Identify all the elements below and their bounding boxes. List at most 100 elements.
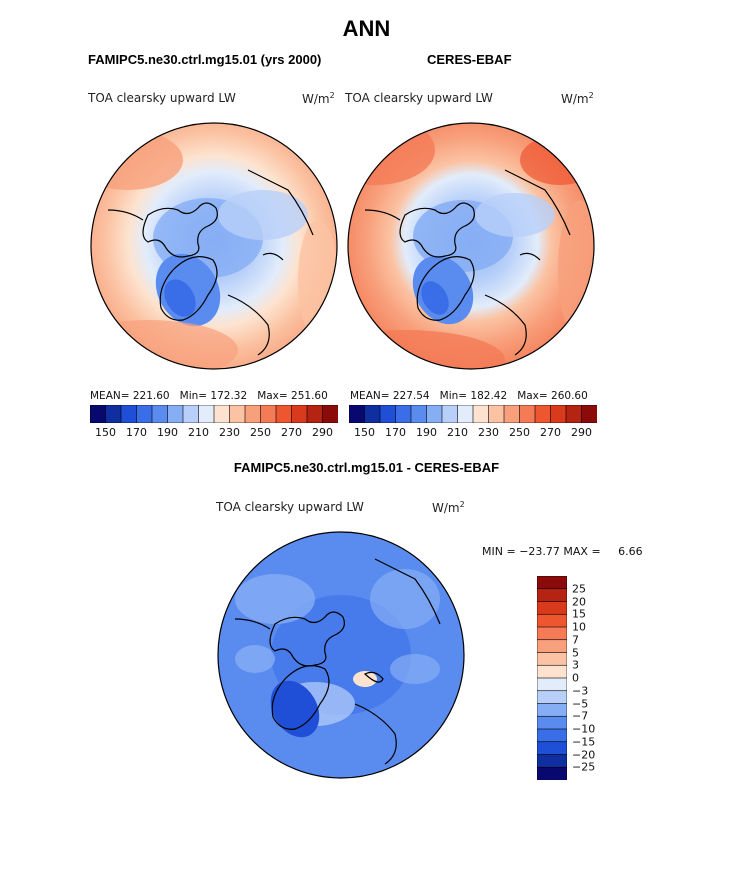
diff-polar-map: [217, 531, 465, 779]
panel2-colorbar: [348, 404, 598, 424]
panel2-polar-map: [347, 122, 595, 370]
diff-colorbar-tick-label: 0: [572, 671, 579, 685]
panel2-colorbar-tick-label: 170: [385, 426, 406, 439]
panel1-colorbar-tick-label: 150: [95, 426, 116, 439]
diff-colorbar-tick-label: 15: [572, 607, 586, 621]
diff-colorbar-tick-label: −7: [572, 709, 589, 723]
panel2-colorbar-swatch: [457, 404, 474, 424]
diff-title: FAMIPC5.ne30.ctrl.mg15.01 - CERES-EBAF: [233, 460, 500, 475]
panel1-title: FAMIPC5.ne30.ctrl.mg15.01 (yrs 2000): [88, 52, 322, 67]
panel2-colorbar-swatch: [565, 404, 583, 424]
diff-colorbar-swatch: [536, 601, 568, 615]
panel1-colorbar-swatch: [291, 404, 308, 424]
panel1-colorbar-swatch: [198, 404, 215, 424]
panel2-colorbar-swatch: [550, 404, 567, 424]
diff-colorbar-swatch: [536, 639, 568, 654]
diff-colorbar-tick-label: −3: [572, 684, 589, 698]
panel1-colorbar-tick-label: 230: [219, 426, 240, 439]
panel1-colorbar-tick-label: 210: [188, 426, 209, 439]
diff-colorbar-swatch: [536, 575, 568, 590]
panel1-unit: W/m2: [302, 91, 335, 106]
diff-colorbar-tick-label: 25: [572, 582, 586, 596]
panel2-colorbar-tick-label: 270: [540, 426, 561, 439]
panel2-colorbar-swatch: [410, 404, 428, 424]
diff-colorbar-swatch: [536, 652, 568, 666]
diff-colorbar-tick-label: 20: [572, 595, 586, 608]
diff-colorbar-tick-label: −10: [572, 722, 596, 736]
diff-colorbar-tick-label: −15: [572, 735, 596, 749]
panel1-colorbar-swatch: [306, 404, 324, 424]
diff-unit: W/m2: [432, 500, 465, 515]
panel2-colorbar-swatch: [364, 404, 381, 424]
panel1-colorbar-ticks: 150 170 190 210 230 250 270 290: [90, 426, 338, 440]
panel2-colorbar-swatch: [519, 404, 536, 424]
diff-colorbar-tick-label: 5: [572, 646, 579, 659]
panel2-title: CERES-EBAF: [427, 52, 512, 67]
panel1-field-label: TOA clearsky upward LW: [88, 91, 236, 105]
figure-title: ANN: [342, 16, 391, 41]
panel1-colorbar-swatch: [151, 404, 169, 424]
panel1-colorbar-swatch: [275, 404, 293, 424]
diff-colorbar-tick-label: 10: [572, 620, 586, 634]
diff-colorbar-swatch: [536, 728, 568, 743]
diff-colorbar: [536, 575, 568, 781]
diff-colorbar-swatch: [536, 664, 568, 679]
panel1-colorbar-swatch: [120, 404, 138, 424]
panel2-colorbar-swatch: [472, 404, 490, 424]
diff-colorbar-swatch: [536, 677, 568, 692]
panel1-colorbar-swatch: [244, 404, 262, 424]
panel1-colorbar-swatch: [260, 404, 277, 424]
panel2-colorbar-swatch: [395, 404, 412, 424]
panel1-colorbar-swatch: [105, 404, 122, 424]
panel2-colorbar-swatch: [379, 404, 397, 424]
panel2-field-label: TOA clearsky upward LW: [345, 91, 493, 105]
diff-colorbar-tick-label: −5: [572, 697, 589, 710]
panel1-colorbar-tick-label: 270: [281, 426, 302, 439]
diff-colorbar-swatch: [536, 741, 568, 756]
diff-colorbar-swatch: [536, 626, 568, 641]
diff-colorbar-swatch: [536, 715, 568, 730]
panel1-colorbar-swatch: [213, 404, 231, 424]
panel2-colorbar-ticks: 150 170 190 210 230 250 270 290: [349, 426, 597, 440]
panel2-colorbar-tick-label: 190: [416, 426, 437, 439]
panel2-colorbar-tick-label: 290: [571, 426, 592, 439]
panel2-colorbar-tick-label: 230: [478, 426, 499, 439]
panel2-colorbar-swatch: [426, 404, 443, 424]
diff-colorbar-swatch: [536, 766, 568, 781]
panel1-colorbar-swatch: [182, 404, 200, 424]
diff-colorbar-swatch: [536, 754, 568, 768]
panel1-colorbar-tick-label: 170: [126, 426, 147, 439]
panel1-colorbar: [89, 404, 339, 424]
diff-colorbar-tick-label: 3: [572, 658, 579, 672]
diff-colorbar-swatch: [536, 613, 568, 628]
panel1-colorbar-swatch: [136, 404, 153, 424]
panel2-colorbar-swatch: [503, 404, 521, 424]
panel1-stats: MEAN= 221.60 Min= 172.32 Max= 251.60: [90, 390, 328, 402]
panel2-colorbar-swatch: [581, 404, 598, 424]
diff-colorbar-swatch: [536, 690, 568, 705]
panel1-colorbar-swatch: [167, 404, 184, 424]
panel2-colorbar-tick-label: 250: [509, 426, 530, 439]
panel1-colorbar-tick-label: 290: [312, 426, 333, 439]
panel2-colorbar-swatch: [534, 404, 552, 424]
panel2-colorbar-swatch: [441, 404, 459, 424]
panel2-colorbar-tick-label: 150: [354, 426, 375, 439]
panel2-unit: W/m2: [561, 91, 594, 106]
diff-colorbar-tick-label: −25: [572, 760, 596, 774]
panel1-colorbar-tick-label: 250: [250, 426, 271, 439]
diff-field-label: TOA clearsky upward LW: [216, 500, 364, 514]
panel2-colorbar-swatch: [488, 404, 505, 424]
panel2-colorbar-tick-label: 210: [447, 426, 468, 439]
panel1-colorbar-swatch: [89, 404, 107, 424]
panel2-colorbar-swatch: [348, 404, 366, 424]
panel1-colorbar-tick-label: 190: [157, 426, 178, 439]
panel1-colorbar-swatch: [229, 404, 246, 424]
panel1-polar-map: [90, 122, 338, 370]
panel2-stats: MEAN= 227.54 Min= 182.42 Max= 260.60: [350, 390, 588, 402]
diff-colorbar-swatch: [536, 703, 568, 717]
diff-colorbar-tick-label: 7: [572, 633, 579, 647]
diff-min-max: MIN = −23.77 MAX = 6.66: [482, 545, 643, 558]
diff-colorbar-swatch: [536, 588, 568, 603]
diff-colorbar-ticks: 25 20 15 10 7 5 3 0 −3 −5 −7 −10 −15 −20 −25: [572, 576, 612, 780]
panel1-colorbar-swatch: [322, 404, 339, 424]
